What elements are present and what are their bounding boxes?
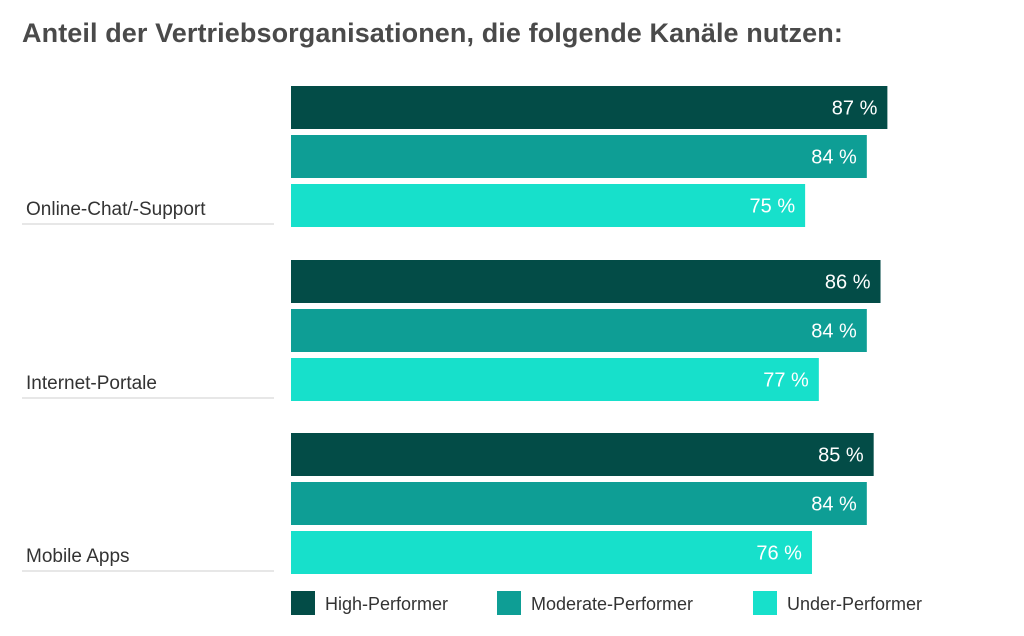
bar-under-performer-1: [291, 358, 819, 401]
legend: High-Performer Moderate-Performer Under-Pe…: [291, 591, 922, 615]
bar-value-label: 76 %: [756, 543, 802, 565]
category-label: Internet-Portale: [26, 373, 157, 394]
legend-swatch: [753, 591, 777, 615]
bar-moderate-performer-0: [291, 135, 867, 178]
category-labels-group: Online-Chat/-Support Internet-Portale Mobi…: [22, 199, 274, 572]
bar-value-label: 84 %: [811, 494, 857, 516]
bar-value-label: 84 %: [811, 147, 857, 169]
bar-under-performer-2: [291, 531, 812, 574]
bar-value-label: 84 %: [811, 321, 857, 343]
category-label: Mobile Apps: [26, 546, 130, 567]
bar-high-performer-2: [291, 433, 874, 476]
bar-moderate-performer-2: [291, 482, 867, 525]
bar-high-performer-1: [291, 260, 881, 303]
legend-label: High-Performer: [325, 594, 448, 614]
bar-value-label: 75 %: [750, 196, 796, 218]
bars-group: 87 % 84 % 75 % 86 % 84 % 77 % 85 % 84 % 76 %: [291, 86, 888, 574]
legend-swatch: [497, 591, 521, 615]
bar-value-label: 86 %: [825, 272, 871, 294]
bar-value-label: 87 %: [832, 98, 878, 120]
legend-label: Under-Performer: [787, 594, 922, 614]
bar-value-label: 85 %: [818, 445, 864, 467]
legend-swatch: [291, 591, 315, 615]
bar-value-label: 77 %: [763, 370, 809, 392]
bar-moderate-performer-1: [291, 309, 867, 352]
legend-label: Moderate-Performer: [531, 594, 693, 614]
bar-high-performer-0: [291, 86, 888, 129]
category-label: Online-Chat/-Support: [26, 199, 206, 220]
bar-under-performer-0: [291, 184, 806, 227]
chart-title: Anteil der Vertriebsorganisationen, die …: [22, 18, 843, 48]
